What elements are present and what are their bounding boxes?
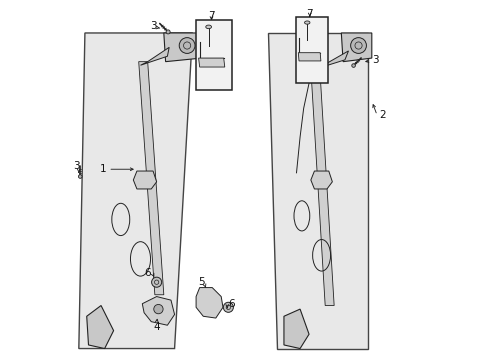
Polygon shape	[341, 33, 371, 62]
Polygon shape	[196, 288, 223, 318]
Circle shape	[166, 30, 170, 34]
Text: 6: 6	[228, 299, 235, 309]
Text: 5: 5	[198, 277, 204, 287]
Circle shape	[179, 38, 195, 53]
Polygon shape	[310, 69, 333, 306]
Polygon shape	[310, 171, 332, 189]
Text: 7: 7	[208, 11, 214, 21]
Text: 3: 3	[73, 161, 80, 171]
Ellipse shape	[304, 21, 309, 24]
Polygon shape	[163, 33, 201, 62]
Polygon shape	[284, 309, 308, 348]
Polygon shape	[133, 171, 156, 189]
Bar	[196, 21, 231, 90]
Ellipse shape	[205, 25, 211, 29]
Polygon shape	[142, 297, 174, 325]
Bar	[296, 17, 327, 83]
Polygon shape	[267, 33, 367, 348]
Circle shape	[151, 277, 162, 287]
Text: 4: 4	[153, 322, 160, 332]
Circle shape	[78, 175, 82, 178]
Text: 1: 1	[100, 164, 106, 174]
Polygon shape	[198, 58, 224, 67]
Circle shape	[351, 64, 355, 67]
Text: 2: 2	[378, 111, 385, 121]
Text: 7: 7	[306, 9, 312, 19]
Polygon shape	[298, 53, 320, 61]
Circle shape	[153, 305, 163, 314]
Circle shape	[223, 302, 233, 312]
Polygon shape	[140, 47, 169, 65]
Text: 3: 3	[150, 21, 156, 31]
Text: 6: 6	[144, 268, 151, 278]
Polygon shape	[316, 51, 348, 69]
Circle shape	[350, 38, 366, 53]
Polygon shape	[86, 306, 113, 348]
Text: 3: 3	[371, 55, 378, 65]
Polygon shape	[139, 62, 163, 295]
Polygon shape	[79, 33, 192, 348]
